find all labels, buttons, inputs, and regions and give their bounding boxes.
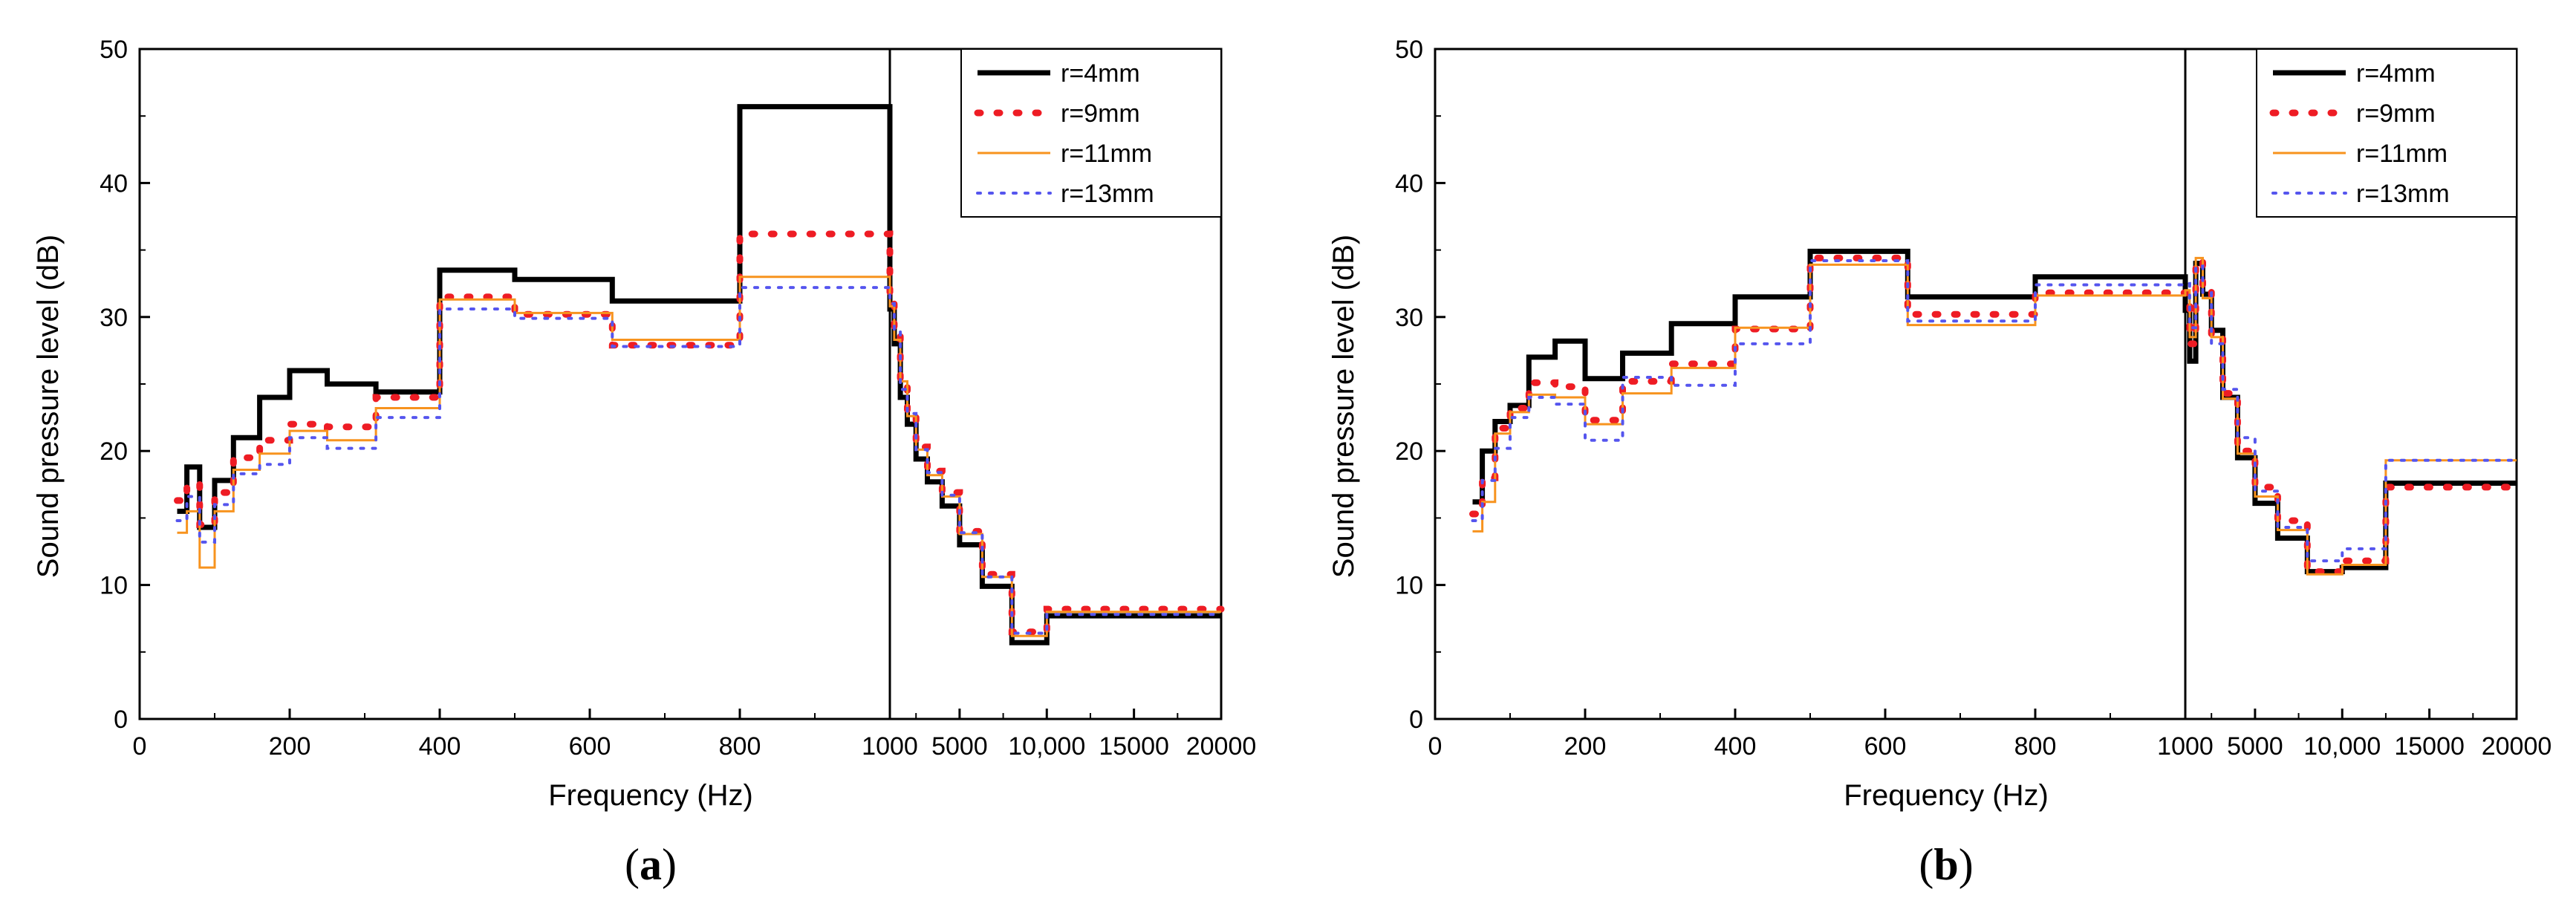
y-tick-label: 50 — [1395, 36, 1423, 64]
series-a — [174, 104, 1225, 645]
legend-a: r=4mm r=9mm r=11mm r=13mm — [960, 48, 1222, 218]
series-line-r-13mm — [1471, 259, 2518, 563]
x-tick-label: 800 — [2014, 732, 2057, 761]
x-axis-label-a: Frequency (Hz) — [548, 779, 753, 812]
y-tick-label: 0 — [114, 706, 128, 734]
y-axis-label-b: Sound pressure level (dB) — [1327, 235, 1360, 578]
y-tick-label: 30 — [100, 304, 128, 332]
series-line-r-4mm — [177, 104, 1221, 645]
x-tick-label: 5000 — [2227, 732, 2283, 761]
x-tick-label: 15000 — [1099, 732, 1169, 761]
caption-letter: a — [640, 840, 662, 889]
x-tick-label: 20000 — [1186, 732, 1257, 761]
caption-paren: ) — [1959, 840, 1974, 889]
legend-entry: r=11mm — [1061, 140, 1152, 168]
legend-entry: r=13mm — [1061, 180, 1154, 208]
caption-paren: ) — [662, 840, 677, 889]
caption-paren: ( — [625, 840, 640, 889]
x-tick-label: 400 — [1714, 732, 1757, 761]
x-tick-label: 1000 — [862, 732, 918, 761]
legend-entry: r=13mm — [2356, 180, 2450, 208]
legend-entry: r=11mm — [2356, 140, 2447, 168]
y-axis-label-a: Sound pressure level (dB) — [32, 235, 65, 578]
legend-entry: r=4mm — [2356, 59, 2436, 88]
panel-a: 0 10 20 30 40 50 0 200 400 600 800 1000 5000 10,000 15… — [32, 36, 1256, 889]
x-tick-label: 600 — [569, 732, 611, 761]
legend-entry: r=9mm — [1061, 100, 1140, 128]
y-tick-label: 40 — [100, 169, 128, 198]
x-axis-label-b: Frequency (Hz) — [1844, 779, 2049, 812]
legend-box — [960, 48, 1222, 218]
caption-letter: b — [1933, 840, 1958, 889]
series-line-r-11mm — [1472, 256, 2517, 576]
x-tick-label: 20000 — [2482, 732, 2552, 761]
x-tick-label: 200 — [1564, 732, 1607, 761]
x-tick-label: 200 — [269, 732, 311, 761]
y-tick-label: 50 — [100, 36, 128, 64]
caption-paren: ( — [1919, 840, 1933, 889]
x-tick-label: 400 — [419, 732, 461, 761]
x-tick-label: 600 — [1864, 732, 1907, 761]
x-tick-label: 800 — [719, 732, 761, 761]
series-line-r-13mm — [175, 286, 1223, 635]
y-tick-label: 20 — [1395, 437, 1423, 466]
x-tick-label: 10,000 — [1008, 732, 1085, 761]
x-tick-label: 5000 — [931, 732, 988, 761]
legend-entry: r=9mm — [2356, 100, 2436, 128]
x-tick-label: 0 — [133, 732, 147, 761]
y-tick-label: 0 — [1409, 706, 1423, 734]
panel-b: 0 10 20 30 40 50 0 200 400 600 800 1000 5000 10,000 15… — [1327, 36, 2551, 889]
y-tick-label: 30 — [1395, 304, 1423, 332]
legend-b: r=4mm r=9mm r=11mm r=13mm — [2256, 48, 2517, 218]
series-line-r-9mm — [174, 230, 1225, 636]
axes-a: 0 10 20 30 40 50 0 200 400 600 800 1000 5000 10,000 15… — [100, 36, 1256, 761]
y-tick-label: 40 — [1395, 169, 1423, 198]
axes-b: 0 10 20 30 40 50 0 200 400 600 800 1000 5000 10,000 15… — [1395, 36, 2551, 761]
panel-caption-a: (a) — [625, 840, 677, 889]
x-tick-label: 1000 — [2157, 732, 2214, 761]
panel-caption-b: (b) — [1919, 840, 1973, 889]
series-line-r-11mm — [177, 276, 1221, 637]
x-tick-label: 15000 — [2394, 732, 2465, 761]
x-tick-label: 0 — [1428, 732, 1443, 761]
legend-entry: r=4mm — [1061, 59, 1140, 88]
y-tick-label: 10 — [1395, 572, 1423, 600]
legend-box — [2256, 48, 2517, 218]
series-b — [1469, 248, 2520, 576]
y-tick-label: 10 — [100, 572, 128, 600]
y-tick-label: 20 — [100, 437, 128, 466]
x-tick-label: 10,000 — [2303, 732, 2381, 761]
